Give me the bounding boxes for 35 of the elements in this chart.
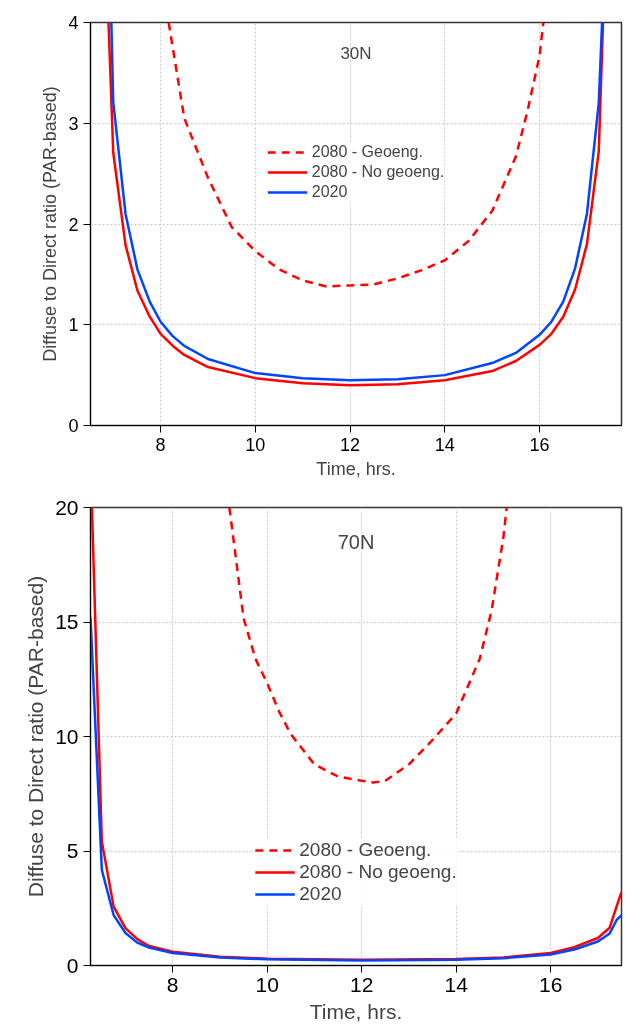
y-tick-label: 5 <box>66 839 79 862</box>
x-tick-label: 10 <box>255 972 279 996</box>
y-tick-label: 3 <box>68 113 79 134</box>
x-tick-label: 16 <box>529 434 550 455</box>
y-tick-label: 1 <box>68 315 79 336</box>
line-series <box>90 616 622 962</box>
x-tick-label: 12 <box>349 972 374 996</box>
line-series <box>228 507 508 784</box>
y-axis-title: Diffuse to Direct ratio (PAR-based) <box>40 86 61 362</box>
x-tick-label: 8 <box>166 972 179 996</box>
y-axis-title: Diffuse to Direct ratio (PAR-based) <box>24 575 48 898</box>
x-tick-label: 8 <box>155 434 166 455</box>
line-series <box>167 22 545 288</box>
legend-label: 2020 <box>311 183 348 201</box>
x-tick-label: 12 <box>340 434 361 455</box>
x-tick-label: 14 <box>444 972 469 996</box>
y-tick-label: 15 <box>55 610 79 633</box>
legend-label: 2080 - No geoeng. <box>299 861 457 883</box>
annotation: 30N <box>340 43 372 63</box>
x-axis-title: Time, hrs. <box>309 999 403 1023</box>
legend-label: 2080 - Geoeng. <box>299 839 432 861</box>
y-tick-label: 0 <box>66 953 79 977</box>
legend-label: 2080 - No geoeng. <box>311 163 445 181</box>
x-tick-label: 16 <box>538 972 563 996</box>
x-tick-label: 14 <box>434 434 455 455</box>
y-tick-label: 2 <box>68 214 79 235</box>
y-tick-label: 20 <box>55 495 79 519</box>
y-tick-label: 0 <box>68 416 79 436</box>
x-axis-title: Time, hrs. <box>316 458 396 479</box>
x-tick-label: 10 <box>245 434 266 455</box>
legend-label: 2020 <box>299 883 342 905</box>
y-tick-label: 10 <box>55 724 79 748</box>
legend-label: 2080 - Geoeng. <box>311 143 423 161</box>
y-tick-label: 4 <box>68 13 79 33</box>
annotation: 70N <box>337 531 375 554</box>
